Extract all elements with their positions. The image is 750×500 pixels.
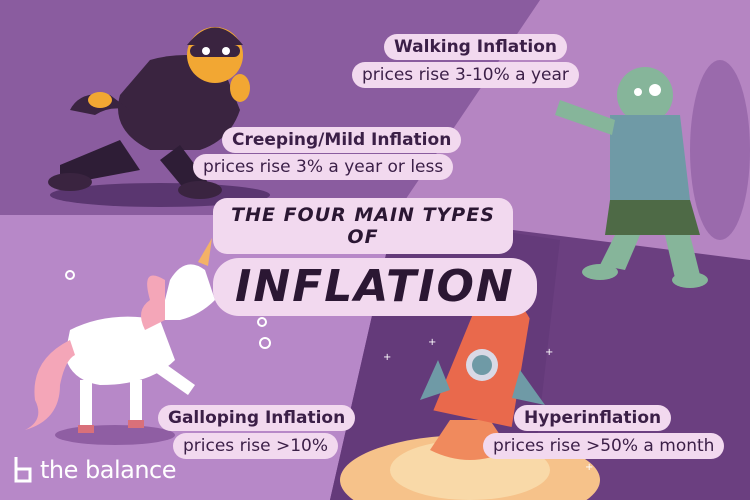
creeping-title: Creeping/Mild Inflation: [222, 127, 462, 153]
hyper-desc: prices rise >50% a month: [483, 433, 725, 459]
svg-text:+: +: [428, 337, 436, 348]
zombie-illustration: [555, 60, 750, 288]
brand-logo: the balance: [12, 452, 177, 488]
galloping-title: Galloping Inflation: [158, 405, 356, 431]
svg-text:+: +: [585, 462, 593, 473]
creeping-desc: prices rise 3% a year or less: [193, 154, 454, 180]
brand-name: the balance: [40, 456, 177, 484]
svg-text:+: +: [383, 352, 391, 363]
hyper-title: Hyperinflation: [514, 405, 672, 431]
walking-desc: prices rise 3-10% a year: [352, 62, 579, 88]
main-title: THE FOUR MAIN TYPES OF INFLATION: [213, 198, 537, 316]
walking-title: Walking Inflation: [384, 34, 568, 60]
main-title-line2: INFLATION: [213, 258, 537, 316]
main-title-line1: THE FOUR MAIN TYPES OF: [213, 198, 513, 254]
balance-logo-icon: [14, 457, 32, 483]
burglar-illustration: [48, 27, 270, 207]
unicorn-illustration: [25, 238, 271, 445]
svg-text:+: +: [545, 347, 553, 358]
galloping-desc: prices rise >10%: [173, 433, 339, 459]
